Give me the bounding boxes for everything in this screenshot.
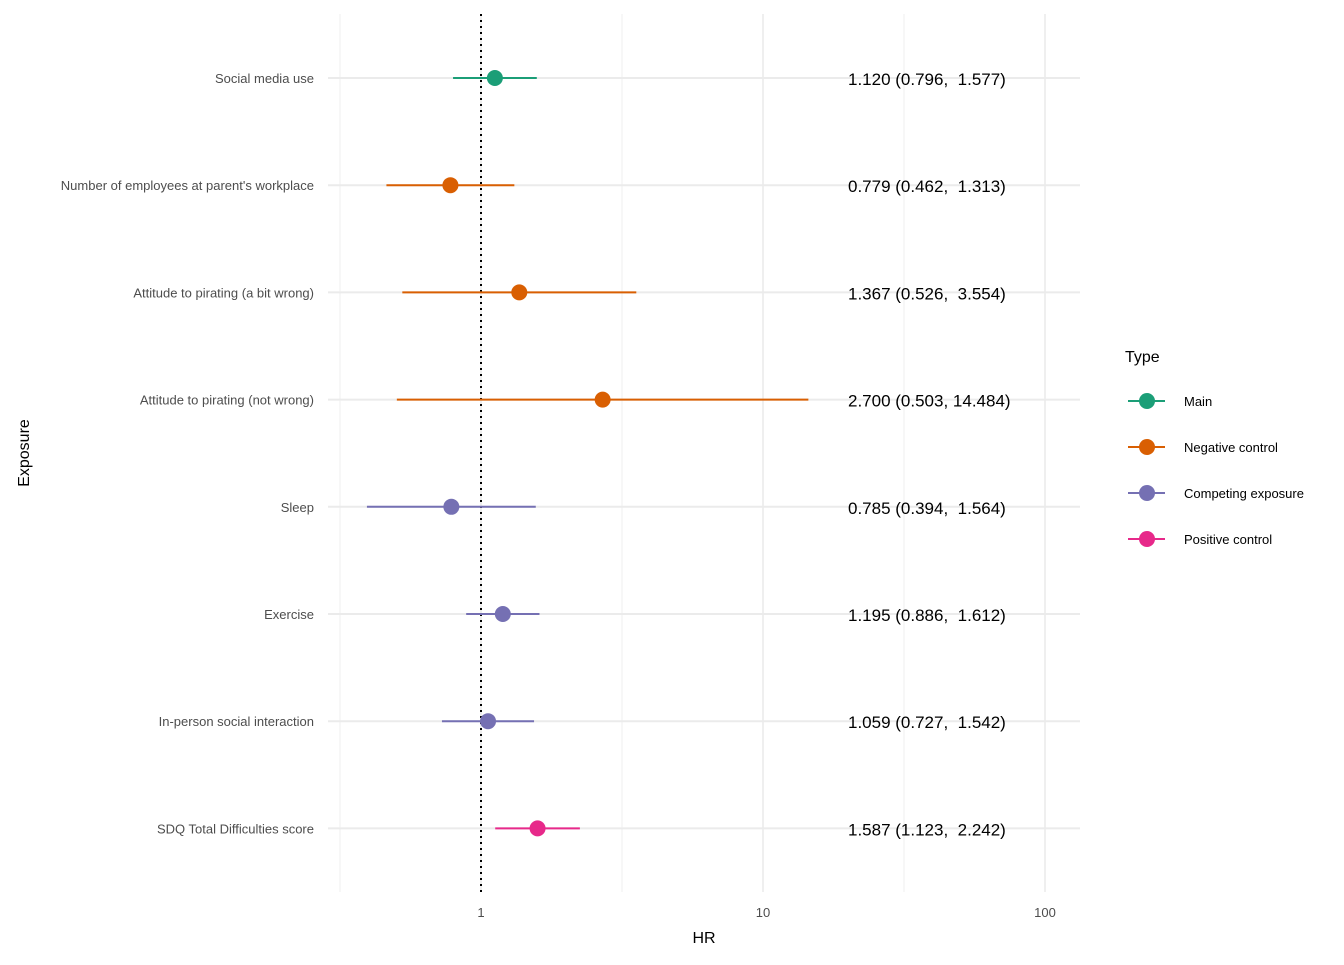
x-tick-label: 1 <box>477 905 484 920</box>
hr-value: 0.785 <box>848 499 895 518</box>
legend-key-point <box>1139 485 1155 501</box>
y-tick-label: SDQ Total Difficulties score <box>157 821 314 836</box>
hr-ci-annotation: 1.120 (0.796, 1.577) <box>848 70 1006 89</box>
legend-key-point <box>1139 393 1155 409</box>
ci-value: (0.503, 14.484) <box>895 392 1010 411</box>
y-tick-label: Exercise <box>264 607 314 622</box>
hr-ci-annotation: 1.587 (1.123, 2.242) <box>848 820 1006 839</box>
y-tick-label: Attitude to pirating (a bit wrong) <box>133 285 314 300</box>
y-tick-label: Number of employees at parent's workplac… <box>61 178 314 193</box>
hr-value: 0.779 <box>848 177 895 196</box>
ci-value: (1.123, 2.242) <box>895 820 1006 839</box>
labels-layer: 1 10 100 Social media use 1.120 (0.796, 1.57… <box>61 70 1056 920</box>
y-tick-label: In-person social interaction <box>159 714 314 729</box>
ci-value: (0.462, 1.313) <box>895 177 1006 196</box>
y-axis-title: Exposure <box>16 419 33 487</box>
hr-value: 2.700 <box>848 392 895 411</box>
hr-value: 1.059 <box>848 713 895 732</box>
hr-point <box>494 606 511 622</box>
x-tick-label: 100 <box>1034 905 1056 920</box>
legend-title: Type <box>1125 349 1160 366</box>
x-tick-label: 10 <box>756 905 770 920</box>
hr-value: 1.367 <box>848 284 895 303</box>
hr-value: 1.120 <box>848 70 895 89</box>
hr-value: 1.587 <box>848 820 895 839</box>
ci-value: (0.394, 1.564) <box>895 499 1006 518</box>
hr-ci-annotation: 0.785 (0.394, 1.564) <box>848 499 1006 518</box>
hr-ci-annotation: 1.195 (0.886, 1.612) <box>848 606 1006 625</box>
hr-ci-annotation: 2.700 (0.503, 14.484) <box>848 392 1011 411</box>
hr-point <box>529 820 546 837</box>
y-tick-label: Attitude to pirating (not wrong) <box>140 393 314 408</box>
hr-point <box>511 284 528 301</box>
legend-label: Positive control <box>1184 532 1272 547</box>
legend: Type Main Negative control Competing expos… <box>1125 349 1304 547</box>
hr-point <box>443 498 460 515</box>
hr-point <box>442 177 459 194</box>
x-axis-title: HR <box>692 930 715 947</box>
hr-point <box>486 70 503 86</box>
hr-ci-annotation: 1.059 (0.727, 1.542) <box>848 713 1006 732</box>
legend-label: Negative control <box>1184 440 1278 455</box>
ci-value: (0.727, 1.542) <box>895 713 1006 732</box>
ci-value: (0.796, 1.577) <box>895 70 1006 89</box>
ci-value: (0.526, 3.554) <box>895 284 1006 303</box>
marks-layer <box>366 70 809 837</box>
legend-label: Competing exposure <box>1184 486 1304 501</box>
hr-value: 1.195 <box>848 606 895 625</box>
hr-point <box>594 391 611 408</box>
y-tick-label: Social media use <box>215 71 314 86</box>
hr-ci-annotation: 1.367 (0.526, 3.554) <box>848 284 1006 303</box>
y-tick-label: Sleep <box>281 500 314 515</box>
legend-key-point <box>1139 531 1155 547</box>
hr-ci-annotation: 0.779 (0.462, 1.313) <box>848 177 1006 196</box>
grid-layer <box>328 14 1080 892</box>
legend-label: Main <box>1184 394 1212 409</box>
hr-point <box>480 713 497 730</box>
legend-key-point <box>1139 439 1155 455</box>
ci-value: (0.886, 1.612) <box>895 606 1006 625</box>
